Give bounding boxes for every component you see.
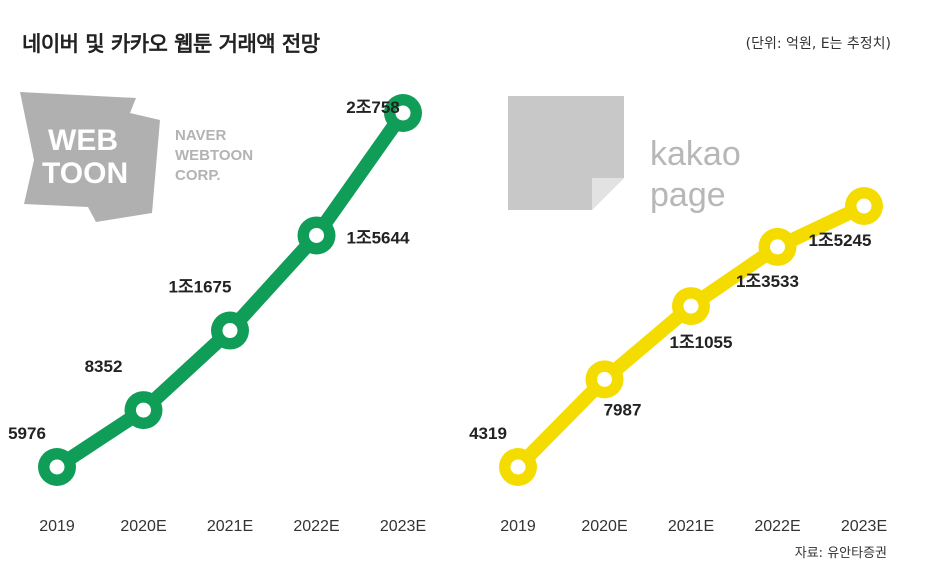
data-label: 1조3533 [736, 272, 799, 291]
data-label: 1조5245 [809, 231, 872, 250]
data-point-center [770, 239, 785, 255]
data-point-center [510, 459, 526, 475]
x-tick-label: 2019 [500, 518, 536, 535]
kakao-line2: page [650, 176, 726, 214]
series-kakao: 4319 2019 7987 2020E 1조1055 2021E 1조3533 2022E 1… [469, 187, 887, 535]
webtoon-logo-line2: TOON [42, 157, 128, 190]
data-label: 5976 [8, 424, 46, 443]
naver-line2: WEBTOON [175, 147, 253, 164]
x-tick-label: 2019 [39, 518, 75, 535]
webtoon-logo-line1: WEB [48, 124, 118, 157]
data-point-center [856, 198, 872, 214]
webtoon-logo-shape [20, 92, 160, 222]
data-point-center [395, 105, 411, 121]
data-point-center [309, 227, 324, 243]
data-label: 7987 [604, 400, 642, 419]
kakaopage-logo-fold [592, 178, 624, 210]
data-label: 8352 [85, 357, 123, 376]
data-label: 1조5644 [347, 228, 410, 247]
chart-title: 네이버 및 카카오 웹툰 거래액 전망 [22, 32, 320, 56]
data-label: 4319 [469, 424, 507, 443]
unit-note: (단위: 억원, E는 추정치) [745, 36, 891, 52]
x-tick-label: 2022E [754, 518, 800, 535]
source-note: 자료: 유안타증권 [794, 546, 887, 561]
x-tick-label: 2022E [293, 518, 339, 535]
data-point-center [597, 371, 612, 387]
x-tick-label: 2021E [207, 518, 253, 535]
naver-line1: NAVER [175, 127, 227, 144]
kakaopage-logo: kakao page [508, 96, 741, 214]
x-tick-label: 2021E [668, 518, 714, 535]
series-layer: 5976 2019 8352 2020E 1조1675 2021E 1조5644 2022E 2… [8, 94, 887, 535]
data-label: 2조758 [346, 98, 399, 117]
webtoon-logo: WEB TOON [20, 92, 160, 222]
x-tick-label: 2020E [581, 518, 627, 535]
data-point-center [683, 298, 699, 314]
data-point-center [49, 459, 65, 475]
x-tick-label: 2023E [380, 518, 426, 535]
naver-line3: CORP. [175, 167, 221, 184]
data-label: 1조1055 [670, 333, 733, 352]
naver-webtoon-corp-label: NAVER WEBTOON CORP. [175, 127, 253, 184]
data-point-center [222, 323, 238, 339]
series-naver: 5976 2019 8352 2020E 1조1675 2021E 1조5644 2022E 2… [8, 94, 426, 535]
x-tick-label: 2023E [841, 518, 887, 535]
x-tick-label: 2020E [120, 518, 166, 535]
data-point-center [136, 402, 151, 418]
kakao-line1: kakao [650, 135, 741, 173]
data-label: 1조1675 [169, 278, 232, 297]
